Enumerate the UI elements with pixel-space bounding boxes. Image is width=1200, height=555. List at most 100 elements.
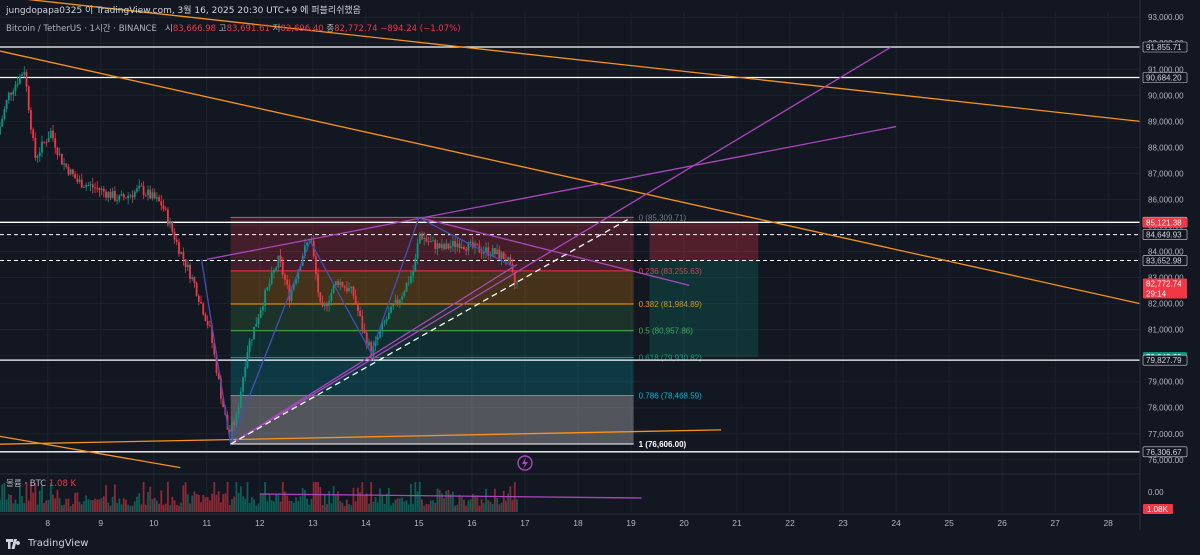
trendlines[interactable]: [0, 0, 1141, 499]
time-tick-label: 26: [997, 518, 1007, 528]
volume-bar: [175, 504, 178, 512]
volume-bar: [67, 498, 70, 512]
volume-bar: [264, 482, 267, 512]
price-axis[interactable]: 93,000.0092,000.0091,000.0090,000.0089,0…: [1139, 0, 1200, 555]
candle-body: [129, 195, 132, 197]
candle-body: [500, 252, 503, 259]
price-tick-label: 87,000.00: [1148, 169, 1184, 178]
high-value: 83,691.61: [226, 24, 270, 34]
candle-body: [368, 342, 370, 346]
time-tick-label: 24: [891, 518, 901, 528]
symbol-legend[interactable]: Bitcoin / TetherUS · 1시간 · BINANCE 시83,6…: [6, 22, 461, 34]
time-tick-label: 22: [785, 518, 795, 528]
candle-body: [493, 247, 496, 255]
volume-bar: [326, 504, 328, 512]
time-axis[interactable]: 8 9 10 11 12 13 14 15 16 17 18 19 20 21 22 23 24 25 26 27 28: [0, 513, 1140, 528]
candle-body: [72, 169, 74, 175]
volume-bar: [197, 494, 200, 512]
volume-bar: [343, 505, 346, 512]
volume-bar: [215, 494, 218, 512]
candle-body: [102, 188, 105, 192]
horizontal-levels[interactable]: [0, 46, 1140, 453]
volume-bar: [14, 499, 17, 512]
candle-body: [246, 351, 249, 368]
fib-level-label: 0 (85,309.71): [639, 213, 687, 222]
candle-body: [228, 429, 231, 432]
candle-body: [275, 267, 278, 271]
candle-body: [396, 299, 399, 304]
candle-body: [235, 414, 238, 425]
candle-body: [113, 190, 116, 201]
time-tick-label: 10: [149, 518, 159, 528]
candle-body: [277, 255, 280, 268]
candle-body: [374, 339, 377, 346]
volume-bar: [182, 485, 185, 512]
volume-bar: [89, 500, 92, 512]
volume-bar: [136, 496, 138, 512]
candle-body: [292, 283, 295, 290]
volume-bar: [412, 503, 415, 512]
candle-body: [153, 192, 156, 199]
candle-body: [387, 312, 390, 320]
volume-bar: [41, 485, 43, 512]
candle-body: [321, 302, 324, 306]
volume-bar: [432, 500, 434, 512]
volume-bar: [3, 482, 6, 512]
candle-body: [507, 257, 510, 261]
volume-bar: [43, 503, 46, 512]
volume-bar: [118, 498, 121, 512]
volume-bar: [18, 486, 21, 512]
candle-body: [363, 329, 366, 333]
candle-body: [334, 281, 337, 286]
candle-body: [315, 256, 317, 275]
position-box[interactable]: [649, 222, 759, 358]
candle-body: [286, 279, 289, 285]
volume-bar: [423, 505, 426, 512]
volume-bar: [286, 495, 289, 512]
lightning-icon[interactable]: [517, 455, 533, 471]
candle-body: [122, 194, 125, 198]
candle-body: [142, 186, 145, 195]
volume-bar: [149, 486, 152, 512]
price-tick-label: 81,000.00: [1148, 326, 1184, 335]
volume-legend[interactable]: 볼륨 · BTC 1.08 K: [6, 477, 76, 489]
volume-bar: [7, 494, 10, 512]
volume-bar: [392, 502, 395, 512]
candle-body: [83, 187, 85, 188]
countdown-label: 29:14: [1146, 289, 1167, 298]
candle-body: [56, 147, 59, 155]
volume-bar: [125, 499, 127, 512]
volume-bar: [25, 482, 28, 512]
volume-bar: [237, 492, 240, 512]
price-tag-label: 79,827.79: [1146, 356, 1182, 365]
fib-level-label: 0.5 (80,957.86): [639, 327, 694, 336]
candle-body: [233, 421, 236, 425]
volume-bar: [427, 504, 430, 512]
candle-body: [279, 255, 282, 262]
candle-body: [359, 310, 362, 316]
candle-body: [476, 243, 479, 246]
candle-body: [485, 247, 487, 252]
volume-bar: [94, 498, 96, 512]
volume-bar: [299, 496, 302, 512]
volume-tick-label: 0.00: [1148, 488, 1164, 497]
volume-bar: [334, 495, 337, 512]
candle-body: [370, 342, 373, 356]
candle-body: [487, 247, 490, 256]
volume-bar: [496, 497, 498, 512]
candle-body: [120, 194, 123, 196]
candle-body: [454, 241, 457, 247]
volume-bar: [217, 491, 220, 512]
volume-bar: [482, 503, 485, 512]
candle-body: [505, 258, 507, 261]
candle-body: [147, 189, 149, 196]
candle-body: [80, 179, 83, 188]
candle-body: [16, 83, 19, 85]
volume-bar: [23, 503, 26, 512]
price-axis-background: [1140, 0, 1200, 555]
volume-bar: [47, 499, 50, 512]
volume-bar: [184, 482, 187, 512]
footer-branding[interactable]: TradingView: [6, 538, 88, 549]
volume-bar: [233, 496, 236, 512]
